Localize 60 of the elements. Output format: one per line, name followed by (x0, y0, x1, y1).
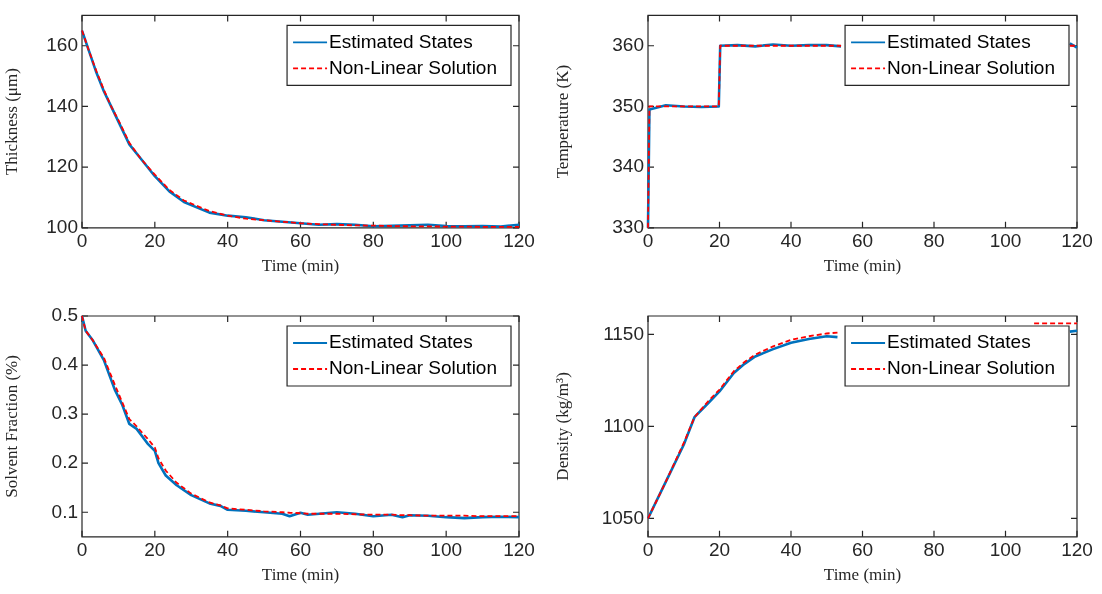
x-tick-label: 80 (362, 230, 384, 252)
legend-label: Estimated States (329, 30, 473, 52)
x-axis-title: Time (min) (261, 565, 340, 585)
x-tick-label: 60 (851, 230, 874, 252)
y-tick-label: 1100 (603, 414, 644, 436)
x-tick-label: 40 (217, 230, 239, 252)
x-axis-title: Time (min) (823, 565, 902, 585)
y-tick-label: 330 (612, 216, 644, 238)
x-axis-title: Time (min) (823, 256, 902, 276)
x-tick-label: 100 (430, 230, 463, 252)
x-tick-label: 100 (430, 539, 463, 561)
y-tick-label: 120 (46, 155, 78, 177)
x-tick-label: 20 (144, 539, 166, 561)
x-tick-label: 120 (503, 539, 535, 561)
x-tick-label: 80 (923, 539, 945, 561)
legend-label: Non-Linear Solution (887, 56, 1056, 78)
y-tick-label: 0.5 (51, 304, 78, 326)
y-tick-label: 0.4 (51, 353, 79, 375)
x-axis-title: Time (min) (261, 256, 340, 276)
y-tick-label: 100 (46, 216, 78, 238)
x-tick-label: 0 (76, 539, 88, 561)
x-tick-label: 0 (642, 539, 654, 561)
x-tick-label: 80 (362, 539, 384, 561)
y-tick-label: 0.1 (51, 500, 78, 522)
y-tick-label: 1150 (603, 322, 644, 344)
x-tick-label: 60 (289, 539, 312, 561)
y-axis-title: Density (kg/m³) (552, 372, 572, 481)
legend-label: Non-Linear Solution (887, 357, 1056, 379)
x-tick-label: 40 (780, 539, 802, 561)
x-tick-label: 60 (289, 230, 312, 252)
y-tick-label: 360 (612, 33, 644, 55)
x-tick-label: 20 (708, 539, 731, 561)
x-tick-label: 0 (76, 230, 88, 252)
x-tick-label: 120 (1061, 230, 1093, 252)
legend-label: Non-Linear Solution (329, 56, 498, 78)
x-tick-label: 0 (642, 230, 654, 252)
x-tick-label: 20 (708, 230, 731, 252)
x-tick-label: 40 (780, 230, 802, 252)
y-tick-label: 340 (612, 155, 644, 177)
y-tick-label: 140 (46, 94, 78, 116)
legend-label: Non-Linear Solution (329, 357, 498, 379)
y-tick-label: 1050 (601, 506, 644, 528)
y-tick-label: 0.2 (51, 451, 78, 473)
x-tick-label: 40 (217, 539, 239, 561)
y-axis-title: Temperature (K) (552, 64, 572, 179)
x-tick-label: 120 (1061, 539, 1093, 561)
x-tick-label: 80 (923, 230, 945, 252)
legend-label: Estimated States (887, 30, 1031, 52)
x-tick-label: 120 (503, 230, 535, 252)
y-tick-label: 350 (612, 94, 644, 116)
x-tick-label: 20 (144, 230, 166, 252)
x-tick-label: 100 (989, 230, 1022, 252)
y-tick-label: 0.3 (51, 402, 78, 424)
x-tick-label: 60 (851, 539, 874, 561)
legend-label: Estimated States (329, 331, 473, 353)
y-axis-title: Thickness (μm) (1, 68, 21, 176)
y-axis-title: Solvent Fraction (%) (1, 355, 21, 498)
y-tick-label: 160 (46, 33, 78, 55)
legend-label: Estimated States (887, 331, 1031, 353)
x-tick-label: 100 (989, 539, 1022, 561)
